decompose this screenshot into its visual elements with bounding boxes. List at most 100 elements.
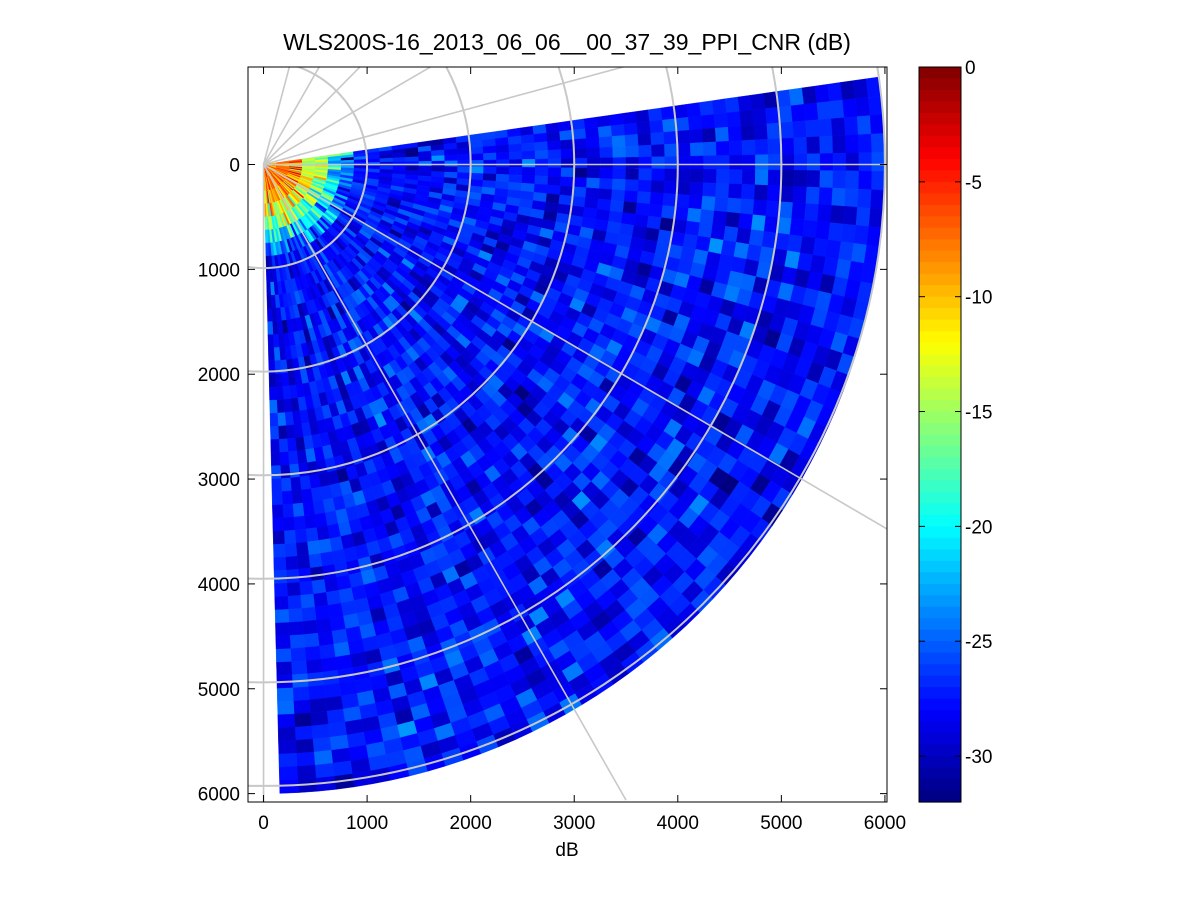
- cnr-cell: [545, 122, 560, 134]
- cnr-cell: [739, 198, 755, 215]
- cnr-cell: [272, 334, 280, 348]
- cnr-cell: [637, 179, 652, 193]
- cnr-cell: [845, 152, 860, 172]
- cnr-cell: [312, 737, 332, 753]
- radial-line: [263, 163, 887, 530]
- colorbar-segment: [919, 445, 961, 459]
- cnr-cell: [793, 170, 808, 188]
- cnr-cell: [699, 209, 715, 225]
- radial-line: [263, 67, 627, 166]
- cnr-cell: [469, 146, 484, 155]
- cnr-cell: [572, 128, 587, 140]
- cnr-cell: [715, 140, 730, 156]
- cnr-cell: [520, 182, 535, 193]
- cnr-cell: [844, 116, 859, 136]
- cnr-cell: [624, 179, 639, 192]
- cnr-cell: [311, 724, 330, 740]
- cnr-cell: [273, 569, 288, 585]
- cnr-cell: [482, 145, 497, 154]
- cnr-cell: [267, 321, 274, 336]
- cnr-cell: [702, 182, 717, 198]
- colorbar-segment: [919, 112, 961, 126]
- cnr-cell: [317, 631, 334, 647]
- cnr-cell: [714, 196, 729, 213]
- cnr-cell: [267, 308, 273, 322]
- cnr-cell: [325, 590, 342, 606]
- cnr-cell: [288, 608, 303, 623]
- cnr-cell: [283, 529, 297, 545]
- cnr-cell: [610, 124, 626, 137]
- cnr-cell: [649, 192, 665, 206]
- cnr-cell: [271, 491, 283, 506]
- cnr-cell: [521, 142, 536, 152]
- cnr-cell: [599, 157, 614, 169]
- cnr-cell: [278, 438, 289, 453]
- cnr-cell: [273, 543, 286, 558]
- cnr-cell: [845, 134, 860, 154]
- cnr-cell: [444, 160, 458, 167]
- cnr-cell: [560, 176, 575, 188]
- colorbar-frame: [918, 66, 962, 803]
- x-tick-label: 5000: [760, 813, 802, 834]
- cnr-cell: [855, 96, 871, 117]
- cnr-cell: [806, 170, 821, 188]
- cnr-cell: [532, 124, 547, 135]
- cnr-cell: [290, 476, 302, 492]
- cnr-cell: [690, 168, 704, 183]
- cnr-cell: [818, 187, 833, 206]
- cnr-cell: [533, 183, 548, 194]
- cnr-cell: [793, 137, 808, 155]
- cnr-cell: [857, 188, 872, 209]
- cnr-cell: [649, 119, 664, 134]
- colorbar-segment: [919, 101, 961, 114]
- cnr-cell: [300, 488, 313, 504]
- cnr-cell: [870, 133, 886, 153]
- cnr-cell: [688, 194, 703, 210]
- cnr-cell: [405, 156, 420, 162]
- cnr-cell: [596, 198, 612, 212]
- cnr-cell: [495, 144, 510, 154]
- colorbar-segment: [919, 239, 961, 252]
- cnr-cell: [316, 525, 330, 541]
- colorbar-segment: [919, 434, 961, 447]
- cnr-cell: [276, 399, 285, 414]
- cnr-cell: [724, 96, 740, 114]
- colorbar-segment: [919, 331, 961, 344]
- cnr-cell: [285, 555, 299, 571]
- cnr-cell: [686, 207, 702, 223]
- cnr-cell: [295, 541, 309, 557]
- cnr-cell: [753, 184, 769, 201]
- cnr-cell: [547, 176, 562, 187]
- cnr-cell: [623, 122, 639, 136]
- cnr-cell: [323, 682, 342, 699]
- cnr-cell: [431, 155, 445, 162]
- cnr-cell: [598, 136, 613, 148]
- cnr-cell: [560, 158, 575, 169]
- cnr-cell: [586, 167, 601, 179]
- cnr-cell: [740, 124, 756, 141]
- colorbar-segment: [919, 629, 961, 642]
- cnr-cell: [664, 156, 679, 170]
- cnr-cell: [392, 157, 407, 163]
- cnr-cell: [418, 165, 433, 172]
- cnr-cell: [366, 158, 381, 163]
- colorbar-segment: [919, 67, 961, 80]
- cnr-cell: [819, 153, 834, 171]
- cnr-cell: [431, 166, 446, 173]
- cnr-cell: [547, 149, 562, 160]
- cnr-cell: [844, 188, 859, 208]
- cnr-cell: [457, 160, 471, 168]
- colorbar-segment: [919, 652, 961, 665]
- cnr-cell: [571, 195, 586, 208]
- cnr-cell: [482, 173, 497, 182]
- colorbar-segment: [919, 158, 961, 171]
- cnr-cell: [293, 699, 311, 715]
- cnr-cell: [804, 203, 820, 222]
- cnr-cell: [301, 606, 317, 622]
- cnr-cell: [741, 139, 756, 156]
- cnr-cell: [533, 132, 548, 143]
- cnr-cell: [622, 111, 637, 125]
- cnr-cell: [558, 120, 573, 132]
- radial-line: [263, 67, 432, 166]
- cnr-cell: [787, 234, 803, 254]
